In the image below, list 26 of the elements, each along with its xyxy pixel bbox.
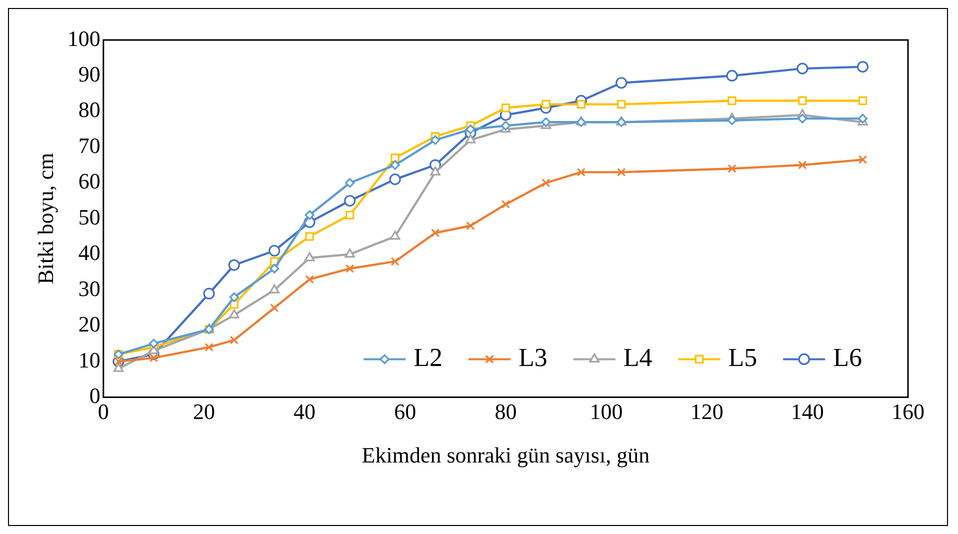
y-tick-label: 40 [78, 240, 100, 266]
y-tick-label: 20 [78, 312, 100, 337]
x-tick-label: 20 [192, 399, 215, 424]
y-tick-label: 100 [67, 26, 100, 51]
y-tick-label: 10 [78, 347, 100, 372]
y-tick-label: 70 [78, 132, 100, 158]
x-tick-label: 40 [294, 399, 316, 424]
legend-label: L4 [623, 343, 652, 372]
x-tick-label: 120 [690, 399, 724, 424]
x-tick-label: 80 [494, 399, 517, 424]
legend-label: L6 [833, 343, 862, 372]
y-tick-label: 60 [78, 168, 100, 194]
y-tick-label: 0 [89, 382, 100, 408]
legend-label: L5 [728, 343, 758, 372]
y-tick-label: 30 [78, 276, 100, 301]
x-tick-label: 60 [394, 399, 416, 424]
x-tick-label: 100 [590, 399, 623, 424]
y-tick-label: 50 [78, 204, 100, 230]
legend-label: L2 [414, 343, 442, 372]
legend-label: L3 [518, 343, 548, 372]
x-axis-title: Ekimden sonraki gün sayısı, gün [362, 442, 650, 468]
y-tick-label: 80 [78, 97, 100, 122]
x-tick-label: 140 [790, 399, 824, 424]
y-axis-title: Bitki boyu, cm [32, 152, 58, 284]
y-tick-label: 90 [78, 62, 100, 86]
x-tick-label: 160 [892, 399, 924, 424]
